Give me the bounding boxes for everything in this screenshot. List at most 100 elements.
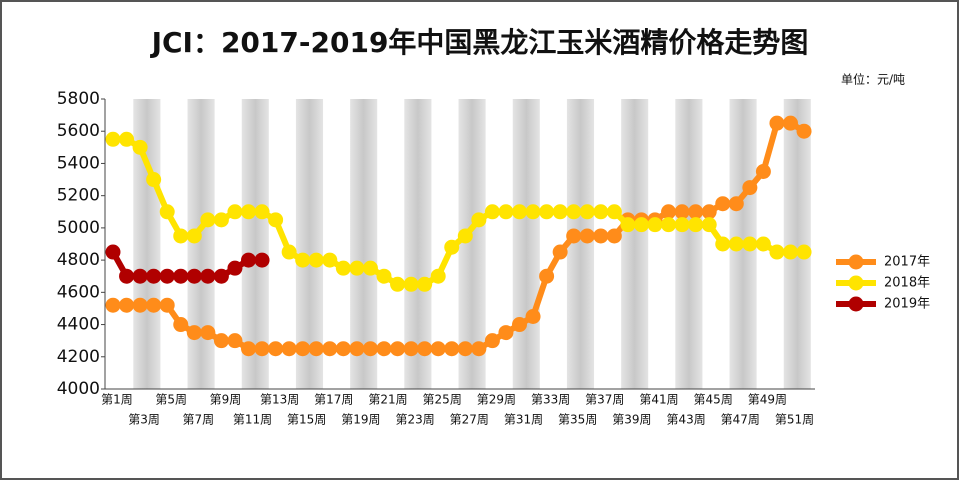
point <box>349 260 365 276</box>
point <box>688 217 704 233</box>
point <box>227 260 243 276</box>
point <box>281 244 297 260</box>
x-tick-label: 第7周 <box>182 413 214 427</box>
point <box>539 204 555 220</box>
point <box>742 236 758 252</box>
x-tick-label: 第11周 <box>233 413 272 427</box>
legend-label: 2017年 <box>884 255 930 270</box>
point <box>335 341 351 357</box>
point <box>241 341 256 357</box>
point <box>132 297 148 313</box>
point <box>119 268 135 284</box>
point <box>620 217 636 233</box>
point <box>512 204 527 220</box>
point <box>227 333 243 349</box>
plot-band <box>512 99 540 389</box>
x-tick-label: 第3周 <box>128 413 160 427</box>
point <box>674 217 690 233</box>
point <box>688 204 704 220</box>
point <box>376 268 392 284</box>
point <box>295 252 311 268</box>
point <box>213 268 229 284</box>
plot-band <box>187 99 215 389</box>
point <box>633 217 649 233</box>
point <box>512 317 527 333</box>
point <box>444 341 460 357</box>
point <box>566 204 582 220</box>
y-tick-label: 4400 <box>57 315 100 335</box>
point <box>119 131 135 147</box>
y-tick-label: 4800 <box>57 250 100 270</box>
x-tick-label: 第43周 <box>666 413 705 427</box>
x-tick-label: 第41周 <box>639 393 678 407</box>
point <box>484 204 500 220</box>
point <box>430 341 446 357</box>
point <box>376 341 392 357</box>
x-tick-label: 第13周 <box>260 393 299 407</box>
point <box>335 260 351 276</box>
point <box>796 123 812 139</box>
plot-band <box>458 99 486 389</box>
point <box>362 260 378 276</box>
x-tick-label: 第49周 <box>748 393 787 407</box>
plot-band <box>241 99 269 389</box>
point <box>715 196 731 212</box>
point <box>552 244 568 260</box>
point <box>254 252 270 268</box>
point <box>701 204 717 220</box>
point <box>715 236 731 252</box>
point <box>254 204 270 220</box>
point <box>728 236 744 252</box>
point <box>525 204 541 220</box>
point <box>755 236 771 252</box>
point <box>146 297 162 313</box>
point <box>281 341 297 357</box>
point <box>403 341 419 357</box>
point <box>254 341 270 357</box>
legend-label: 2019年 <box>884 297 930 312</box>
point <box>471 212 487 228</box>
point <box>186 325 202 341</box>
y-tick-label: 5600 <box>57 121 100 141</box>
point <box>213 333 229 349</box>
x-tick-label: 第37周 <box>585 393 624 407</box>
point <box>200 268 216 284</box>
point <box>755 164 771 179</box>
point <box>173 268 189 284</box>
point <box>159 204 175 220</box>
point <box>579 228 595 244</box>
x-tick-label: 第19周 <box>341 413 380 427</box>
legend-marker <box>848 254 864 270</box>
point <box>606 204 622 220</box>
x-tick-label: 第9周 <box>210 393 242 407</box>
x-tick-label: 第45周 <box>694 393 733 407</box>
point <box>579 204 595 220</box>
y-tick-label: 4200 <box>57 347 100 367</box>
x-tick-label: 第27周 <box>450 413 489 427</box>
plot-band <box>783 99 811 389</box>
point <box>322 252 338 268</box>
point <box>105 297 121 313</box>
point <box>661 204 677 220</box>
x-tick-label: 第33周 <box>531 393 570 407</box>
point <box>390 276 406 292</box>
point <box>105 131 121 147</box>
point <box>783 244 798 260</box>
point <box>119 297 135 313</box>
y-tick-label: 5200 <box>57 186 100 206</box>
plot-band <box>350 99 378 389</box>
point <box>227 204 243 220</box>
point <box>146 172 162 188</box>
point <box>213 212 229 228</box>
point <box>769 115 785 131</box>
y-tick-label: 4600 <box>57 282 100 302</box>
point <box>349 341 365 357</box>
point <box>322 341 338 357</box>
point <box>593 204 609 220</box>
point <box>484 333 500 349</box>
point <box>471 341 487 357</box>
point <box>498 325 514 341</box>
point <box>403 276 419 292</box>
x-tick-label: 第25周 <box>423 393 462 407</box>
legend-marker <box>848 275 864 291</box>
